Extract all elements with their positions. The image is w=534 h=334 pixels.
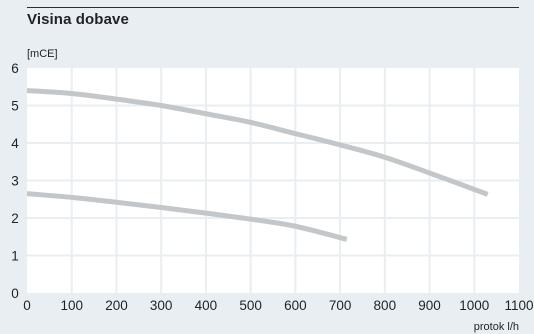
y-tick-label: 2: [11, 211, 19, 226]
y-tick-label: 6: [11, 61, 19, 76]
x-tick-label: 200: [105, 298, 128, 313]
y-axis-unit-label: [mCE]: [27, 48, 58, 60]
x-tick-label: 300: [150, 298, 173, 313]
y-tick-label: 4: [11, 136, 19, 151]
curve-series-2: [26, 191, 348, 242]
x-tick-label: 1000: [459, 298, 489, 313]
y-tick-label: 1: [11, 249, 19, 264]
x-axis-label: protok l/h: [474, 321, 519, 333]
x-tick-label: 900: [418, 298, 441, 313]
x-tick-label: 400: [195, 298, 218, 313]
x-tick-label: 800: [374, 298, 397, 313]
y-tick-label: 5: [11, 99, 19, 114]
y-tick-label: 3: [11, 174, 19, 189]
x-tick-label: 700: [329, 298, 352, 313]
x-tick-label: 100: [60, 298, 83, 313]
curve-series-1: [26, 88, 489, 197]
x-tick-label: 500: [239, 298, 262, 313]
y-tick-label: 0: [11, 286, 19, 301]
title-rule: [27, 7, 519, 8]
x-tick-label: 0: [23, 298, 31, 313]
x-tick-label: 600: [284, 298, 307, 313]
chart-title: Visina dobave: [27, 11, 129, 28]
x-tick-label: 1100: [504, 298, 533, 313]
